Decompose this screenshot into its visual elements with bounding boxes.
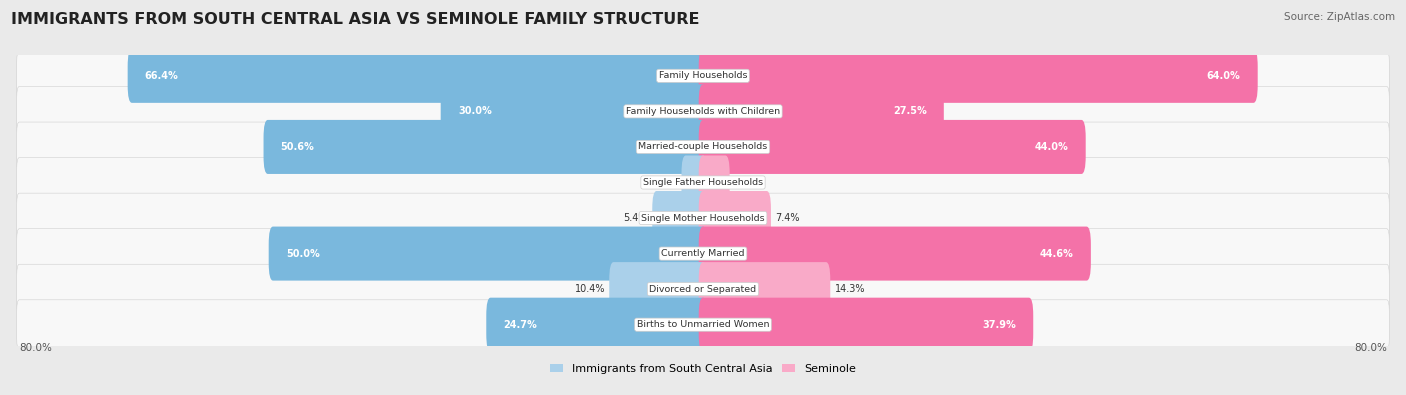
FancyBboxPatch shape [17,122,1389,172]
Text: Single Mother Households: Single Mother Households [641,214,765,222]
FancyBboxPatch shape [263,120,707,174]
Text: 50.0%: 50.0% [285,248,319,259]
Text: 5.4%: 5.4% [623,213,648,223]
FancyBboxPatch shape [17,193,1389,243]
Text: Births to Unmarried Women: Births to Unmarried Women [637,320,769,329]
FancyBboxPatch shape [17,51,1389,101]
Text: Single Father Households: Single Father Households [643,178,763,187]
Text: 64.0%: 64.0% [1206,71,1240,81]
FancyBboxPatch shape [699,156,730,209]
FancyBboxPatch shape [17,158,1389,207]
Text: 37.9%: 37.9% [983,320,1017,330]
Text: 24.7%: 24.7% [503,320,537,330]
FancyBboxPatch shape [699,227,1091,280]
FancyBboxPatch shape [699,262,831,316]
FancyBboxPatch shape [699,298,1033,352]
Text: 44.0%: 44.0% [1035,142,1069,152]
FancyBboxPatch shape [440,85,707,138]
FancyBboxPatch shape [486,298,707,352]
Text: Family Households with Children: Family Households with Children [626,107,780,116]
FancyBboxPatch shape [17,229,1389,278]
Text: 27.5%: 27.5% [893,106,927,117]
Text: 80.0%: 80.0% [1354,343,1386,353]
Text: Currently Married: Currently Married [661,249,745,258]
Text: 30.0%: 30.0% [458,106,492,117]
FancyBboxPatch shape [652,191,707,245]
Text: 50.6%: 50.6% [281,142,315,152]
Text: Divorced or Separated: Divorced or Separated [650,285,756,293]
Text: 2.6%: 2.6% [734,177,758,188]
FancyBboxPatch shape [269,227,707,280]
Text: 7.4%: 7.4% [775,213,800,223]
FancyBboxPatch shape [17,300,1389,350]
FancyBboxPatch shape [17,87,1389,136]
FancyBboxPatch shape [682,156,707,209]
Text: Married-couple Households: Married-couple Households [638,143,768,151]
Text: 14.3%: 14.3% [835,284,865,294]
Text: 80.0%: 80.0% [20,343,52,353]
FancyBboxPatch shape [17,264,1389,314]
Text: Source: ZipAtlas.com: Source: ZipAtlas.com [1284,12,1395,22]
FancyBboxPatch shape [699,191,770,245]
Text: Family Households: Family Households [659,71,747,80]
Text: 10.4%: 10.4% [575,284,605,294]
FancyBboxPatch shape [699,49,1258,103]
Text: 44.6%: 44.6% [1040,248,1074,259]
FancyBboxPatch shape [609,262,707,316]
Text: 2.0%: 2.0% [652,177,678,188]
Text: 66.4%: 66.4% [145,71,179,81]
Text: IMMIGRANTS FROM SOUTH CENTRAL ASIA VS SEMINOLE FAMILY STRUCTURE: IMMIGRANTS FROM SOUTH CENTRAL ASIA VS SE… [11,12,700,27]
FancyBboxPatch shape [699,120,1085,174]
FancyBboxPatch shape [699,85,943,138]
Legend: Immigrants from South Central Asia, Seminole: Immigrants from South Central Asia, Semi… [546,359,860,378]
FancyBboxPatch shape [128,49,707,103]
